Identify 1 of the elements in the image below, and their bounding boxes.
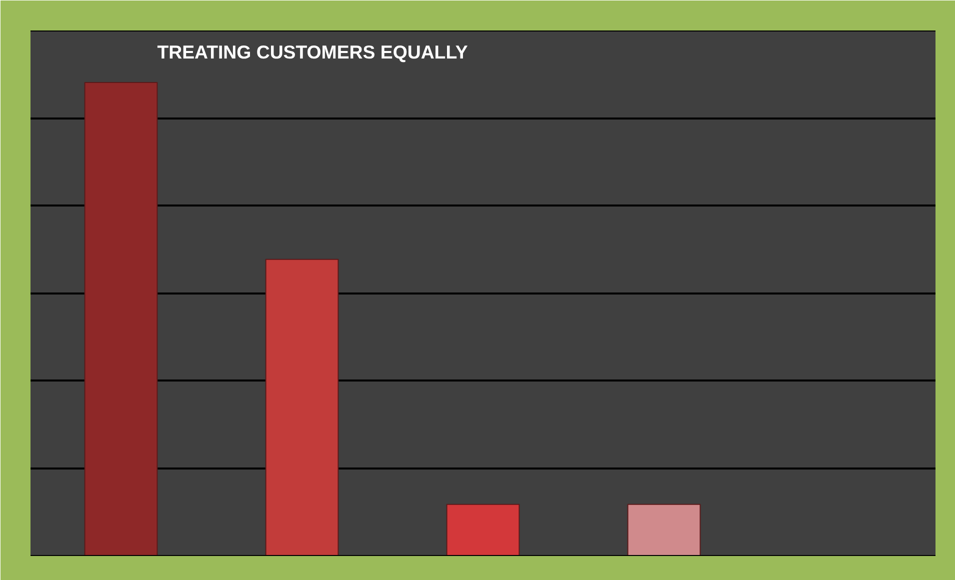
chart-title: TREATING CUSTOMERS EQUALLY xyxy=(157,41,468,62)
